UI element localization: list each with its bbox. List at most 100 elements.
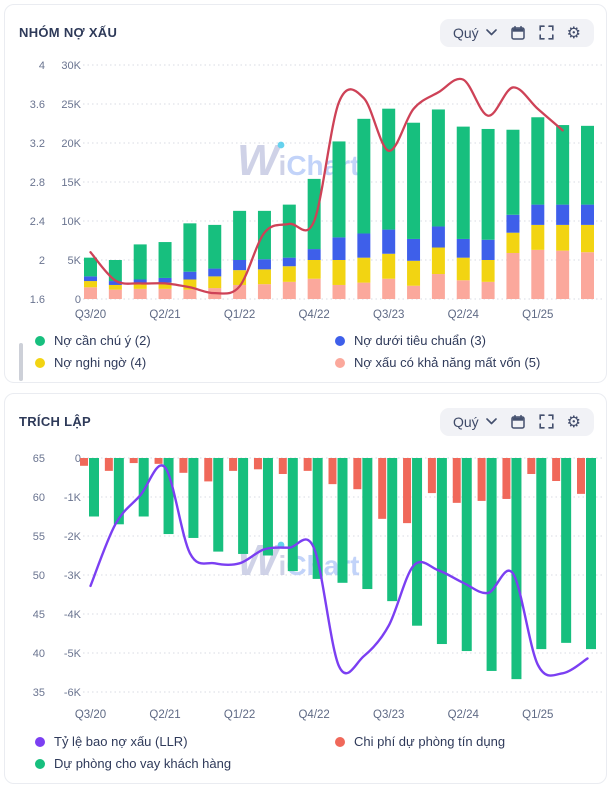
settings-gear-icon[interactable]: ⚙ <box>566 23 581 42</box>
bar-segment <box>183 289 197 299</box>
provision-balance-bar <box>163 458 174 535</box>
legend-item[interactable]: Nợ dưới tiêu chuẩn (3) <box>335 333 596 348</box>
bar-segment <box>581 204 594 225</box>
provision-expense-bar <box>353 458 362 490</box>
y-axis-tick-val: -6K <box>64 687 82 699</box>
legend-dot <box>35 758 45 769</box>
legend-item[interactable]: Tỷ lệ bao nợ xấu (LLR) <box>35 734 335 749</box>
legend-item[interactable]: Nợ xấu có khả năng mất vốn (5) <box>335 355 596 370</box>
legend-item[interactable]: Nợ cần chú ý (2) <box>35 333 335 348</box>
bar-segment <box>257 210 271 260</box>
legend-label: Tỷ lệ bao nợ xấu (LLR) <box>54 734 188 749</box>
bar-segment <box>133 288 147 299</box>
svg-text:WiChart: WiChart <box>237 136 359 185</box>
bar-segment <box>431 247 445 275</box>
x-axis-tick: Q2/21 <box>149 709 180 721</box>
bar-segment <box>108 281 122 285</box>
bar-segment <box>506 252 520 299</box>
legend-label: Nợ dưới tiêu chuẩn (3) <box>354 333 486 348</box>
period-selector[interactable]: Quý <box>453 414 497 430</box>
y-axis-tick-val: -4K <box>64 609 82 621</box>
y-axis-tick-pct: 60 <box>33 492 45 504</box>
bad-debt-legend: Nợ cần chú ý (2) Nợ dưới tiêu chuẩn (3) Nợ… <box>5 325 606 382</box>
provision-expense-bar <box>129 458 138 464</box>
legend-item[interactable]: Dự phòng cho vay khách hàng <box>35 756 335 771</box>
y-axis-tick-pct: 2.4 <box>30 216 45 228</box>
y-axis-tick-pct: 2.8 <box>30 177 45 189</box>
bar-segment <box>531 117 545 205</box>
provision-expense-bar <box>403 458 412 524</box>
x-axis-tick: Q2/24 <box>448 309 480 321</box>
provision-balance-bar <box>188 458 199 538</box>
bar-segment <box>84 276 97 282</box>
bar-segment <box>332 237 346 260</box>
legend-dot <box>35 335 45 346</box>
x-axis-tick: Q1/25 <box>522 309 553 321</box>
bar-segment <box>208 276 222 289</box>
legend-dot <box>335 335 345 346</box>
bar-segment <box>257 284 271 299</box>
bar-segment <box>506 214 520 233</box>
calendar-icon[interactable] <box>510 414 526 430</box>
legend-item[interactable]: Nợ nghi ngờ (4) <box>35 355 335 370</box>
bar-segment <box>581 125 594 205</box>
provisions-card: TRÍCH LẬP Quý ⚙ 65 0 60 -1K 55 -2K 50 -3K 45 -4K 4… <box>4 393 607 784</box>
bar-segment <box>481 260 495 282</box>
bar-segment <box>481 239 495 260</box>
card-title: NHÓM NỢ XẤU <box>19 25 118 40</box>
bar-segment <box>158 282 172 289</box>
legend-label: Nợ xấu có khả năng mất vốn (5) <box>354 355 541 370</box>
provision-expense-bar <box>427 458 436 494</box>
wichart-watermark: WiChart <box>237 136 359 185</box>
y-axis-tick-val: 5K <box>68 255 82 267</box>
provision-balance-bar <box>436 458 447 645</box>
provision-expense-bar <box>80 458 88 466</box>
y-axis-tick-pct: 3.6 <box>30 99 45 111</box>
bar-segment <box>431 109 445 227</box>
period-label: Quý <box>452 413 479 430</box>
bar-segment <box>556 250 570 299</box>
bar-segment <box>431 274 445 299</box>
bar-segment <box>456 257 470 281</box>
provision-expense-bar <box>229 458 238 471</box>
provision-balance-bar <box>113 458 124 525</box>
chevron-down-icon <box>485 418 497 425</box>
legend-scrollbar[interactable] <box>19 343 23 381</box>
provision-expense-bar <box>104 458 113 471</box>
y-axis-tick-val: 30K <box>61 60 81 72</box>
bar-segment <box>407 285 421 299</box>
bar-segment <box>307 249 321 260</box>
period-selector[interactable]: Quý <box>453 25 497 41</box>
fullscreen-icon[interactable] <box>539 25 554 40</box>
x-axis-tick: Q2/24 <box>448 709 480 721</box>
provision-balance-bar <box>89 458 99 517</box>
provision-expense-bar <box>527 458 536 474</box>
provision-balance-bar <box>287 458 298 572</box>
provision-expense-bar <box>179 458 188 473</box>
y-axis-tick-pct: 45 <box>33 609 45 621</box>
x-axis-tick: Q3/20 <box>75 309 106 321</box>
bar-segment <box>183 279 197 290</box>
legend-dot <box>335 357 345 368</box>
y-axis-tick-val: 15K <box>61 177 81 189</box>
settings-gear-icon[interactable]: ⚙ <box>566 412 581 431</box>
provision-expense-bar <box>502 458 511 499</box>
y-axis-tick-val: -2K <box>64 531 82 543</box>
calendar-icon[interactable] <box>510 25 526 41</box>
npl-ratio-line <box>89 77 564 295</box>
x-axis-tick: Q1/22 <box>224 709 255 721</box>
y-axis-tick-pct: 55 <box>33 531 45 543</box>
provision-balance-bar <box>138 458 149 517</box>
bar-segment <box>158 277 172 283</box>
provision-balance-bar <box>312 458 323 579</box>
bar-segment <box>133 279 147 285</box>
provision-expense-bar <box>378 458 387 519</box>
fullscreen-icon[interactable] <box>539 414 554 429</box>
x-axis-tick: Q1/25 <box>522 709 553 721</box>
bar-segment <box>332 141 346 238</box>
provision-balance-bar <box>238 458 249 554</box>
bar-segment <box>84 257 97 277</box>
legend-item[interactable]: Chi phí dự phòng tín dụng <box>335 734 596 749</box>
